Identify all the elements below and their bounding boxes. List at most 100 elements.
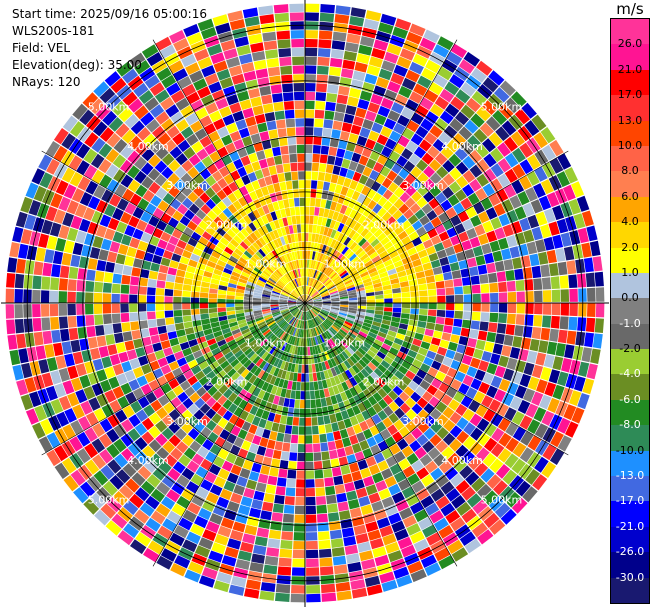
velocity-gate <box>262 103 274 114</box>
velocity-gate <box>411 480 425 494</box>
velocity-gate <box>217 406 228 417</box>
velocity-gate <box>257 336 266 344</box>
velocity-gate <box>270 262 278 271</box>
velocity-gate <box>305 303 312 309</box>
velocity-gate <box>298 287 302 295</box>
velocity-gate <box>353 201 362 212</box>
velocity-gate <box>209 484 223 496</box>
velocity-gate <box>276 30 290 40</box>
velocity-gate <box>156 481 171 496</box>
velocity-gate <box>183 23 200 37</box>
velocity-gate <box>46 357 58 372</box>
velocity-gate <box>319 287 327 294</box>
velocity-gate <box>320 291 329 296</box>
velocity-gate <box>120 294 129 303</box>
velocity-gate <box>264 402 273 412</box>
velocity-gate <box>344 544 359 555</box>
velocity-gate <box>305 311 307 320</box>
velocity-gate <box>546 249 557 264</box>
velocity-gate <box>289 271 295 280</box>
velocity-gate <box>321 264 327 273</box>
velocity-gate <box>115 253 126 265</box>
velocity-gate <box>305 296 311 303</box>
velocity-gate <box>496 403 509 417</box>
velocity-gate <box>191 309 200 315</box>
velocity-gate <box>299 277 303 286</box>
velocity-gate <box>241 62 255 73</box>
velocity-gate <box>297 328 301 338</box>
velocity-gate <box>78 416 91 431</box>
velocity-gate <box>449 411 462 425</box>
velocity-gate <box>448 153 462 167</box>
velocity-gate <box>283 199 290 209</box>
velocity-gate <box>464 346 475 357</box>
velocity-gate <box>292 308 299 316</box>
velocity-gate <box>246 316 255 322</box>
velocity-gate <box>358 268 368 275</box>
velocity-gate <box>309 288 315 296</box>
velocity-gate <box>208 463 221 476</box>
velocity-gate <box>281 406 289 416</box>
velocity-gate <box>298 171 305 180</box>
velocity-gate <box>291 327 296 336</box>
velocity-gate <box>311 308 318 315</box>
velocity-gate <box>148 215 160 227</box>
velocity-gate <box>417 184 429 197</box>
velocity-gate <box>281 310 290 315</box>
velocity-gate <box>584 332 594 348</box>
velocity-gate <box>314 261 319 270</box>
velocity-gate <box>332 192 340 203</box>
velocity-gate <box>383 241 394 250</box>
velocity-gate <box>460 327 470 337</box>
velocity-gate <box>313 318 318 326</box>
velocity-gate <box>83 386 96 400</box>
velocity-gate <box>206 241 216 251</box>
velocity-gate <box>314 233 320 243</box>
velocity-gate <box>417 75 432 89</box>
velocity-gate <box>413 83 428 97</box>
velocity-gate <box>234 82 247 94</box>
velocity-gate <box>434 152 448 166</box>
velocity-gate <box>295 390 301 400</box>
velocity-gate <box>72 103 88 120</box>
velocity-gate <box>322 305 331 309</box>
colorbar-cell <box>611 272 649 299</box>
velocity-gate <box>286 325 292 333</box>
velocity-gate <box>353 479 365 490</box>
velocity-gate <box>278 423 286 434</box>
velocity-gate <box>253 332 263 339</box>
velocity-gate <box>431 337 441 346</box>
velocity-gate <box>387 81 401 93</box>
velocity-gate <box>177 76 192 89</box>
velocity-gate <box>367 267 377 274</box>
velocity-gate <box>466 227 478 240</box>
velocity-gate <box>217 298 226 303</box>
velocity-gate <box>409 203 421 214</box>
velocity-gate <box>234 349 244 359</box>
velocity-gate <box>329 338 336 347</box>
velocity-gate <box>526 241 538 255</box>
velocity-gate <box>438 555 455 570</box>
velocity-gate <box>353 339 362 347</box>
velocity-gate <box>361 356 371 365</box>
velocity-gate <box>494 227 506 240</box>
velocity-gate <box>256 527 270 538</box>
velocity-gate <box>333 356 340 366</box>
velocity-gate <box>181 422 193 434</box>
velocity-gate <box>168 235 179 246</box>
velocity-gate <box>316 283 324 291</box>
velocity-gate <box>395 265 405 273</box>
velocity-gate <box>350 79 364 90</box>
velocity-gate <box>302 295 305 303</box>
velocity-gate <box>305 303 312 309</box>
velocity-gate <box>227 472 239 484</box>
velocity-gate <box>456 344 467 354</box>
velocity-gate <box>231 271 241 278</box>
velocity-gate <box>405 99 419 112</box>
velocity-gate <box>504 168 518 183</box>
velocity-gate <box>246 336 255 345</box>
velocity-gate <box>202 500 216 512</box>
velocity-gate <box>546 341 558 355</box>
velocity-gate <box>289 317 296 325</box>
velocity-gate <box>346 346 355 355</box>
